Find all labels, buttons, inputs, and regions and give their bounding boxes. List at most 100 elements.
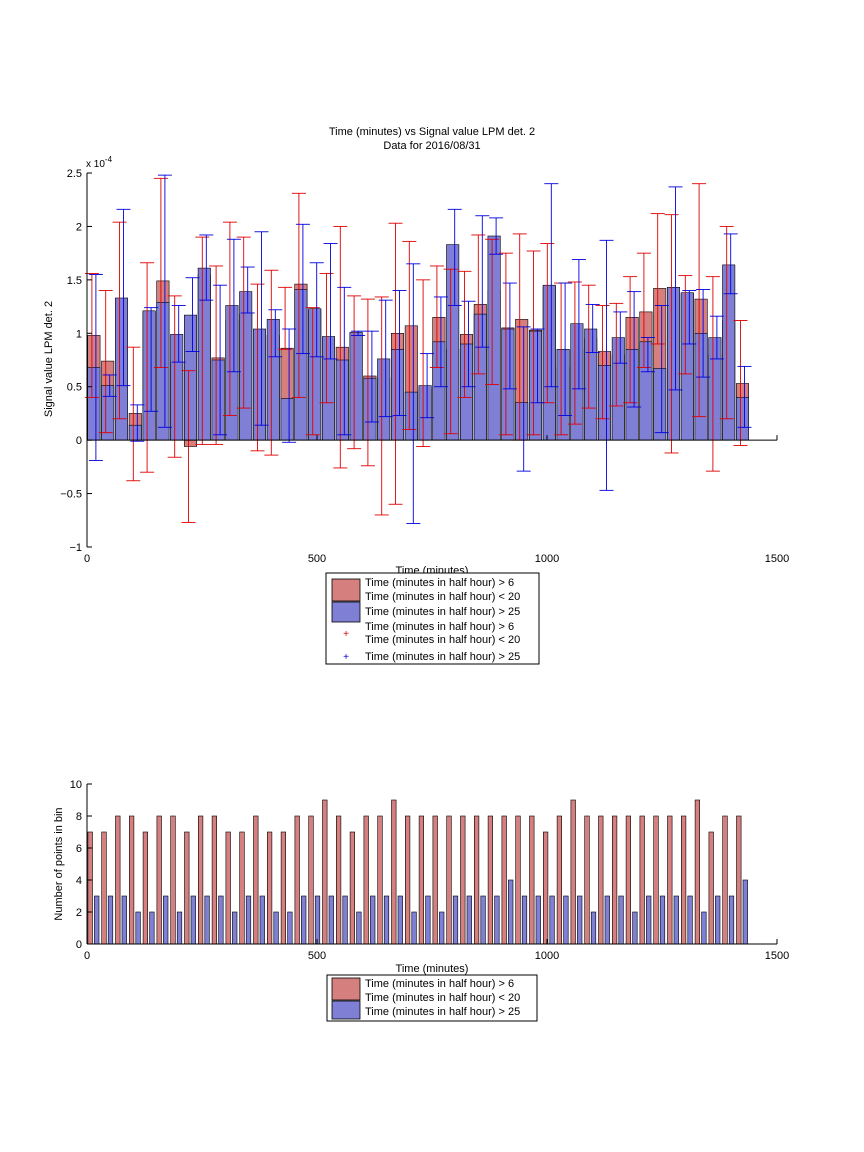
count-bar-red [349, 831, 356, 945]
top-exponent-label: x 10-4 [86, 155, 113, 170]
count-bar-red [473, 815, 480, 945]
bottom-legend-blue-label: Time (minutes in half hour) > 25 [365, 1006, 520, 1018]
count-bar-blue [673, 895, 679, 945]
bar-blue [349, 331, 363, 441]
count-bar-red [170, 815, 176, 945]
bar-blue [294, 289, 308, 441]
count-bar-blue [370, 895, 376, 945]
count-bar-red [460, 815, 466, 945]
top-x-tick-label: 1000 [535, 553, 559, 565]
bottom-legend-red-label-1: Time (minutes in half hour) > 6 [365, 978, 514, 990]
bar-blue [142, 310, 156, 441]
bar-blue [459, 343, 473, 441]
bottom-y-axis-label: Number of points in bin [53, 807, 65, 920]
top-chart: Time (minutes) vs Signal value LPM det. … [43, 126, 789, 665]
bar-blue [584, 328, 598, 441]
count-bar-blue [218, 895, 224, 945]
count-bar-red [556, 815, 562, 945]
count-bar-blue [121, 895, 127, 945]
count-bar-blue [618, 895, 624, 945]
bar-blue [377, 358, 391, 441]
count-bar-red [266, 831, 273, 945]
bar-blue [418, 385, 432, 441]
count-bar-red [391, 799, 397, 945]
count-bar-red [239, 831, 245, 945]
count-bar-blue [425, 895, 431, 945]
count-bar-red [322, 799, 328, 945]
bar-blue [363, 377, 377, 441]
bar-blue [253, 328, 267, 441]
top-y-tick-label: 0 [76, 435, 82, 447]
bottom-y-tick-label: 4 [76, 875, 82, 887]
count-bar-red [694, 799, 700, 945]
count-bar-red [625, 815, 631, 945]
count-bar-red [308, 815, 314, 945]
top-x-tick-label: 500 [308, 553, 326, 565]
top-legend: Time (minutes in half hour) > 6 Time (mi… [325, 572, 540, 665]
bar-blue [87, 367, 101, 441]
count-bar-red [142, 831, 149, 945]
count-bar-blue [411, 911, 417, 945]
top-y-tick-label: 2.5 [67, 168, 82, 180]
top-bars [87, 235, 749, 447]
legend-swatch-blue-bar [331, 601, 361, 623]
bar-blue [390, 348, 404, 441]
bar-blue [211, 359, 225, 441]
count-bar-blue [149, 911, 155, 945]
bar-blue [556, 348, 570, 441]
count-bar-red [708, 831, 714, 945]
top-y-tick-label: −0.5 [60, 489, 82, 501]
bar-blue [404, 391, 418, 441]
bottom-x-tick-label: 1000 [535, 950, 559, 962]
count-bar-blue [687, 895, 693, 945]
count-bar-red [542, 831, 549, 945]
bottom-legend-swatch-red-bar [331, 977, 361, 1001]
legend-red-marker-label-2: Time (minutes in half hour) < 20 [365, 634, 520, 646]
bar-blue [101, 385, 115, 441]
count-bar-red [487, 815, 494, 945]
bar-blue [266, 319, 280, 441]
count-bar-red [570, 799, 576, 945]
count-bar-red [280, 831, 287, 945]
bar-blue [156, 301, 170, 441]
count-bar-blue [466, 895, 472, 945]
bar-blue [515, 402, 529, 441]
count-bar-blue [245, 895, 252, 945]
top-x-tick-label: 1500 [765, 553, 789, 565]
bottom-x-tick-label: 1500 [765, 950, 789, 962]
bar-blue [666, 286, 680, 441]
bar-blue [653, 368, 667, 441]
bar-blue [708, 337, 722, 441]
count-bar-red [611, 815, 618, 945]
legend-red-marker-label-1: Time (minutes in half hour) > 6 [365, 621, 514, 633]
bar-blue [335, 359, 349, 441]
bar-blue [735, 397, 749, 441]
legend-red-bar-label-2: Time (minutes in half hour) < 20 [365, 591, 520, 603]
count-bar-red [129, 815, 135, 945]
top-y-tick-label: −1 [69, 542, 82, 554]
bar-blue [542, 284, 556, 441]
count-bar-blue [728, 895, 735, 945]
count-bar-blue [549, 895, 555, 945]
count-bar-blue [659, 895, 666, 945]
bar-blue [639, 341, 653, 441]
count-bar-red [294, 815, 300, 945]
count-bar-red [101, 831, 107, 945]
bar-blue [487, 235, 501, 441]
count-bar-red [515, 815, 521, 945]
bar-blue [528, 330, 542, 441]
bottom-legend-red-label-2: Time (minutes in half hour) < 20 [365, 992, 520, 1004]
count-bar-red [404, 815, 411, 945]
count-bar-blue [259, 895, 265, 945]
count-bar-red [225, 831, 231, 945]
count-bar-blue [356, 911, 362, 945]
count-bar-red [584, 815, 590, 945]
bar-blue [597, 364, 611, 441]
bar-blue [625, 348, 639, 441]
bar-blue [225, 305, 239, 441]
count-bar-red [432, 815, 438, 945]
top-axes: −1 −0.5 0 0.5 1 1.5 2 2.5 0 500 1000 1500 [60, 168, 789, 565]
count-bar-red [198, 815, 204, 945]
count-bar-red [680, 815, 687, 945]
